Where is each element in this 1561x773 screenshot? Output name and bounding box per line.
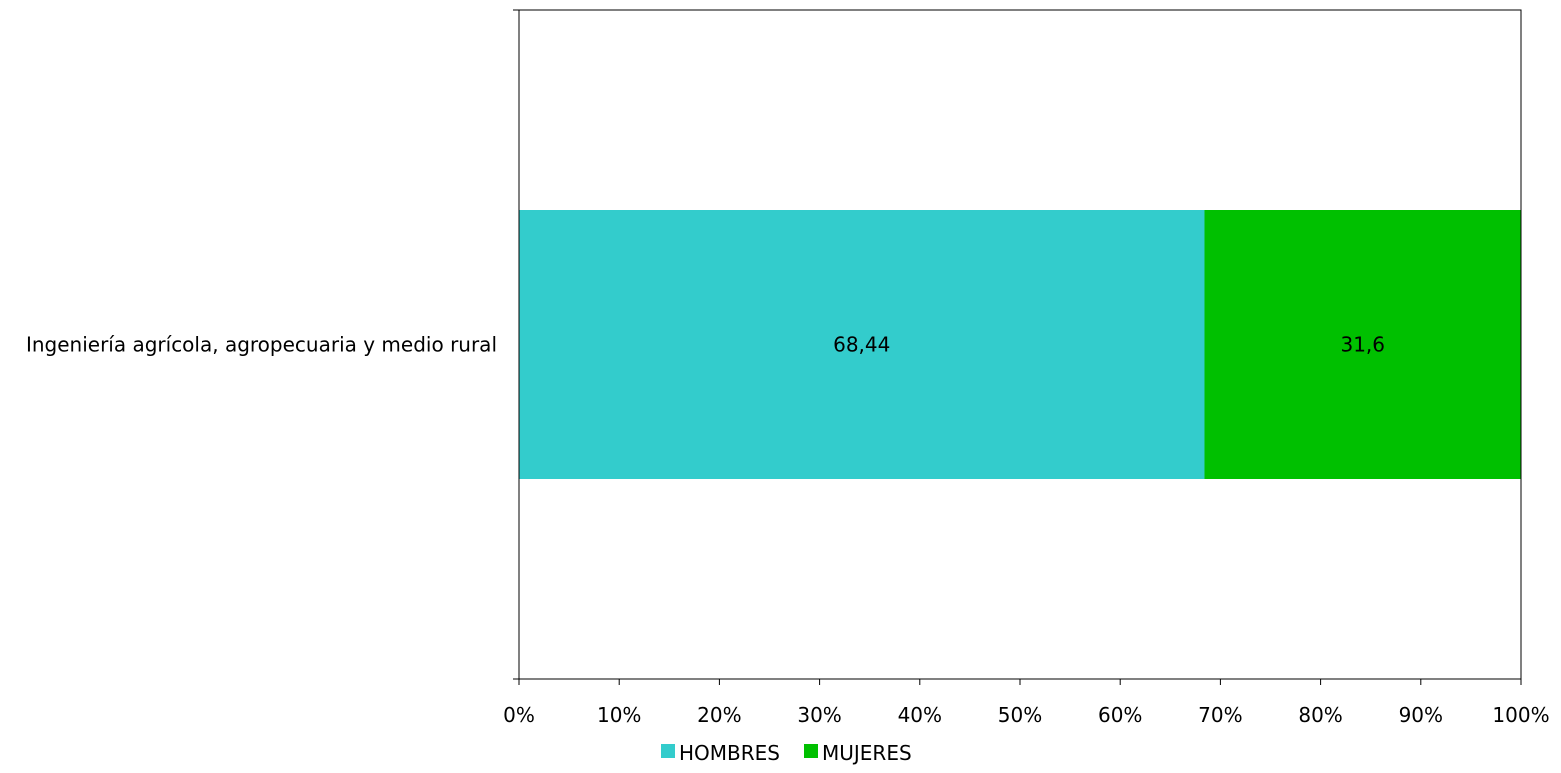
x-tick-label: 40% [898,703,942,727]
x-tick-label: 60% [1098,703,1142,727]
x-tick-label: 10% [597,703,641,727]
data-label-hombres: 68,44 [833,333,890,357]
category-label: Ingeniería agrícola, agropecuaria y medi… [26,333,497,357]
x-tick-label: 80% [1298,703,1342,727]
x-tick-label: 90% [1399,703,1443,727]
legend-swatch [804,744,818,758]
bar-layer [519,210,1521,479]
x-axis: 0% 10% 20% 30% 40% 50% 60% 70% 80% 90% 100% [503,679,1550,727]
legend: HOMBRES MUJERES [661,741,912,765]
bar-hombres [519,210,1205,479]
data-label-layer: 68,44 31,6 [833,333,1385,357]
x-tick-label: 70% [1198,703,1242,727]
x-tick-label: 20% [697,703,741,727]
legend-label: HOMBRES [679,741,780,765]
y-axis: Ingeniería agrícola, agropecuaria y medi… [26,9,519,680]
x-tick-label: 100% [1492,703,1549,727]
legend-label: MUJERES [822,741,912,765]
legend-item-mujeres: MUJERES [804,741,912,765]
x-tick-label: 0% [503,703,535,727]
bar-mujeres [1204,210,1521,479]
legend-item-hombres: HOMBRES [661,741,780,765]
x-tick-label: 50% [998,703,1042,727]
data-label-mujeres: 31,6 [1340,333,1385,357]
x-tick-label: 30% [797,703,841,727]
legend-swatch [661,744,675,758]
